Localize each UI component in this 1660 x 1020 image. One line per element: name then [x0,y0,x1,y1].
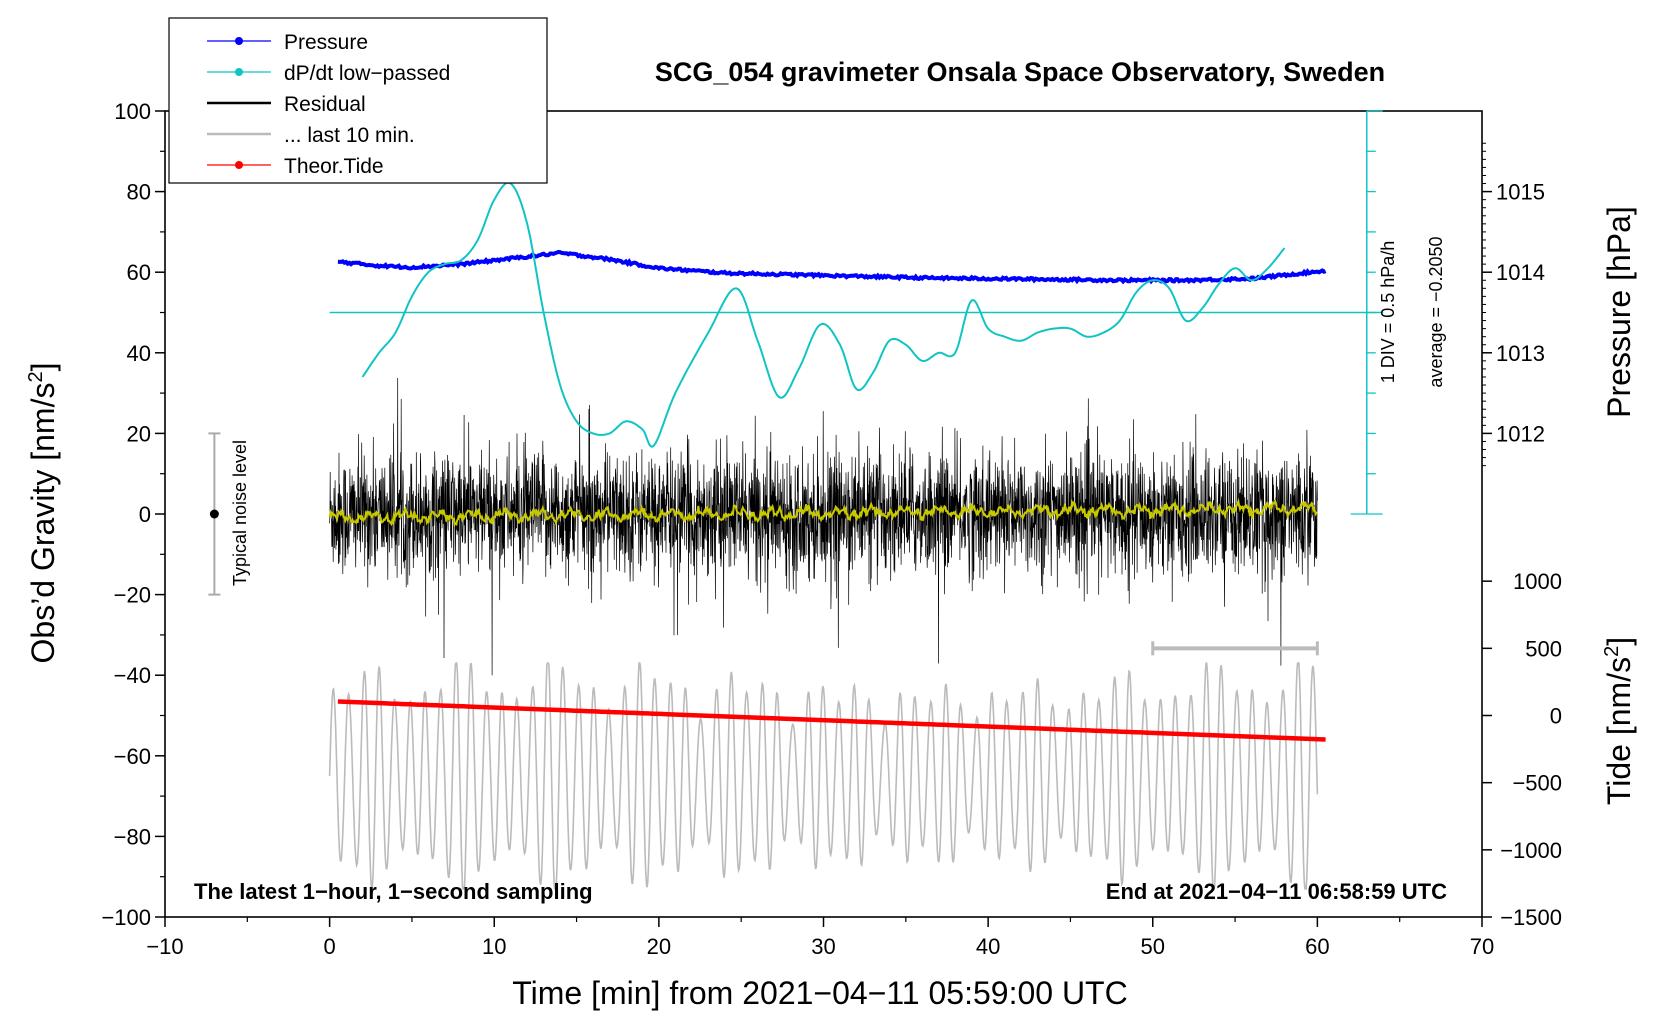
y-tick-label-left: 20 [127,421,151,446]
y-tick-label-left: −20 [114,583,151,608]
y-tick-label-left: −100 [101,905,151,930]
y-axis-title-tide: Tide [nm/s2] [1601,637,1637,805]
y-axis-title-tide-sup: 2 [1601,646,1623,657]
y-tick-label-left: −60 [114,744,151,769]
legend-label: Theor.Tide [284,155,384,178]
residual-smoothed-trace [328,497,1318,527]
x-tick-label: 30 [811,934,835,959]
x-axis-title: Time [min] from 2021−04−11 05:59:00 UTC [512,975,1127,1011]
y-axis-title-left-sup: 2 [25,371,47,382]
tide-tick-label: 500 [1525,636,1562,661]
y-axis-title-left: Obs’d Gravity [nm/s2] [25,363,61,664]
footer-left-label: The latest 1−hour, 1−second sampling [194,879,593,904]
x-tick-label: 60 [1305,934,1329,959]
y-tick-label-left: −40 [114,663,151,688]
pressure-tick-label: 1012 [1496,421,1545,446]
tide-tick-label: 1000 [1513,569,1562,594]
chart-title: SCG_054 gravimeter Onsala Space Observat… [655,57,1385,87]
pressure-tick-label: 1014 [1496,260,1545,285]
legend-label: dP/dt low−passed [284,62,450,85]
y-tick-label-left: 100 [114,99,151,124]
axes-layer: −10 0 10 20 30 40 50 60 70−100−80−60−40−20020406… [101,99,1562,959]
tide-tick-label: −1000 [1500,838,1562,863]
x-tick-label: 0 [324,934,336,959]
last10-trace [328,662,1319,890]
scale-bar-div-label: 1 DIV = 0.5 hPa/h [1378,241,1398,384]
legend-label: ... last 10 min. [284,124,415,147]
y-axis-title-left-main: Obs’d Gravity [nm/s [25,383,61,664]
theor-tide-trace [337,699,1326,742]
scale-bar-avg-label: average = −0.2050 [1426,236,1446,387]
y-tick-label-left: 80 [127,180,151,205]
legend-label: Pressure [284,31,368,54]
y-axis-title-pressure: Pressure [hPa] [1601,206,1637,418]
tide-tick-label: −1500 [1500,905,1562,930]
y-axis-title-tide-close: ] [1601,637,1637,646]
x-tick-label: −10 [146,934,183,959]
legend-box [168,17,548,184]
pressure-tick-label: 1013 [1496,341,1545,366]
series-layer [328,181,1384,890]
y-axis-title-left-close: ] [25,363,61,372]
noise-level-dot [209,509,219,519]
pressure-tick-label: 1015 [1496,180,1545,205]
y-tick-label-left: −80 [114,824,151,849]
y-tick-label-left: 40 [127,341,151,366]
legend-marker [235,161,243,169]
noise-level-label: Typical noise level [230,440,250,586]
x-tick-label: 50 [1141,934,1165,959]
x-tick-label: 40 [976,934,1000,959]
legend-marker [235,68,243,76]
y-tick-label-left: 0 [139,502,151,527]
legend: Pressure dP/dt low−passed Residual ... last… [168,17,548,184]
legend-marker [235,37,243,45]
x-tick-label: 70 [1470,934,1494,959]
tide-tick-label: −500 [1512,771,1562,796]
y-axis-title-tide-main: Tide [nm/s [1601,657,1637,805]
footer-right-label: End at 2021−04−11 06:58:59 UTC [1106,879,1447,904]
tide-tick-label: 0 [1550,704,1562,729]
y-tick-label-left: 60 [127,260,151,285]
x-tick-label: 10 [482,934,506,959]
x-tick-label: 20 [647,934,671,959]
legend-label: Residual [284,93,366,116]
